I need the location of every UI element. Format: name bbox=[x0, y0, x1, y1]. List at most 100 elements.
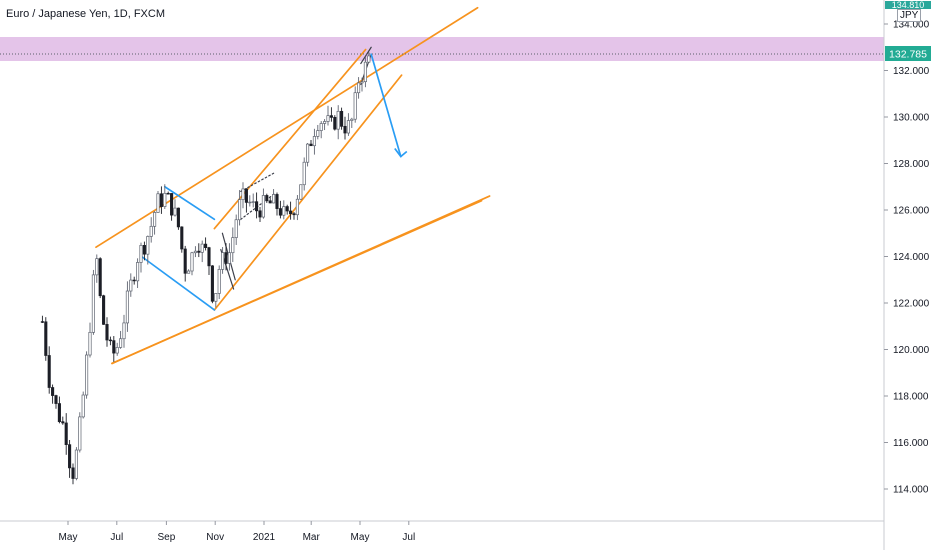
candle-body bbox=[306, 143, 310, 163]
candle-body bbox=[268, 200, 272, 204]
candle-body bbox=[353, 92, 357, 120]
candle-body bbox=[360, 81, 364, 84]
candle-body bbox=[197, 250, 201, 253]
candle-body bbox=[367, 55, 371, 63]
candle-body bbox=[139, 245, 143, 263]
candle-body bbox=[346, 120, 350, 134]
upper-channel-line bbox=[95, 6, 479, 249]
candle-body bbox=[299, 184, 303, 200]
y-tick-label: 130.000 bbox=[893, 113, 930, 124]
candle-body bbox=[333, 117, 337, 130]
x-tick-label: May bbox=[59, 532, 78, 543]
candle-body bbox=[261, 195, 265, 218]
candle-body bbox=[309, 143, 313, 147]
x-tick-label: Jul bbox=[402, 532, 415, 543]
candle-body bbox=[44, 321, 48, 356]
x-axis-ticks: May Jul Sep Nov 2021 Mar May Jul bbox=[59, 521, 415, 543]
candle-body bbox=[187, 270, 191, 274]
x-tick-label: 2021 bbox=[253, 532, 276, 543]
top-price-badge bbox=[885, 1, 931, 9]
candle-body bbox=[57, 403, 61, 423]
candle-body bbox=[163, 192, 167, 207]
x-tick-label: Sep bbox=[158, 532, 176, 543]
x-tick-label: May bbox=[351, 532, 370, 543]
candle-body bbox=[272, 194, 276, 204]
y-tick-label: 134.000 bbox=[893, 20, 930, 31]
candle-body bbox=[316, 130, 320, 137]
candle-body bbox=[183, 248, 187, 274]
y-axis-ticks: 114.000 116.000 118.000 120.000 122.000 124.0… bbox=[884, 20, 930, 496]
candle-body bbox=[295, 198, 299, 216]
candle-body bbox=[40, 321, 44, 323]
candle-body bbox=[214, 293, 218, 302]
candle-body bbox=[122, 322, 126, 340]
candle-body bbox=[132, 279, 136, 282]
candle-body bbox=[78, 416, 82, 451]
candle-body bbox=[142, 245, 146, 255]
candle-body bbox=[51, 387, 55, 396]
resistance-zone bbox=[0, 37, 884, 61]
candle-body bbox=[81, 394, 85, 418]
forecast-arrow-line bbox=[370, 53, 402, 158]
candle-body bbox=[336, 110, 340, 130]
y-tick-label: 126.000 bbox=[893, 206, 930, 217]
candle-body bbox=[85, 354, 89, 396]
candle-body bbox=[95, 258, 99, 276]
candle-body bbox=[248, 201, 252, 204]
candle-body bbox=[71, 467, 75, 479]
pennant-upper-line bbox=[360, 46, 372, 65]
y-tick-label: 124.000 bbox=[893, 252, 930, 263]
x-tick-label: Nov bbox=[206, 532, 224, 543]
candle-body bbox=[289, 210, 293, 215]
candle-body bbox=[156, 193, 160, 213]
candle-body bbox=[234, 219, 238, 238]
candle-body bbox=[357, 82, 361, 94]
lower-support-line-extended bbox=[111, 195, 491, 365]
candle-body bbox=[326, 115, 330, 122]
candle-body bbox=[91, 274, 95, 333]
candle-body bbox=[210, 265, 214, 302]
candle-body bbox=[258, 210, 262, 218]
y-tick-label: 120.000 bbox=[893, 345, 930, 356]
candle-body bbox=[166, 192, 170, 195]
candle-body bbox=[207, 247, 211, 267]
candle-body bbox=[265, 195, 269, 202]
candle-body bbox=[108, 339, 112, 342]
candle-body bbox=[149, 225, 153, 237]
candle-body bbox=[88, 331, 92, 356]
candle-body bbox=[112, 340, 116, 354]
x-tick-label: Jul bbox=[110, 532, 123, 543]
candle-body bbox=[68, 444, 72, 469]
candle-body bbox=[278, 208, 282, 216]
candle-body bbox=[231, 237, 235, 254]
dotted-channel-upper bbox=[240, 172, 275, 192]
candle-body bbox=[119, 338, 123, 348]
candle-body bbox=[98, 258, 102, 297]
last-price-badge bbox=[885, 46, 931, 61]
candle-body bbox=[244, 188, 248, 203]
candle-body bbox=[105, 324, 109, 341]
candle-body bbox=[312, 136, 316, 147]
candle-body bbox=[129, 279, 133, 292]
candle-body bbox=[193, 250, 197, 254]
candle-body bbox=[200, 243, 204, 253]
candle-body bbox=[47, 355, 51, 388]
candle-body bbox=[176, 207, 180, 228]
candle-body bbox=[190, 252, 194, 272]
chart-title: Euro / Japanese Yen, 1D, FXCM bbox=[6, 8, 165, 20]
candle-body bbox=[238, 199, 242, 221]
candle-body bbox=[159, 193, 163, 207]
candle-body bbox=[54, 395, 58, 404]
candle-body bbox=[170, 193, 174, 216]
candle-body bbox=[102, 295, 106, 325]
candle-body bbox=[217, 269, 221, 294]
candle-body bbox=[285, 206, 289, 212]
y-tick-label: 122.000 bbox=[893, 299, 930, 310]
last-price-label: 132.785 bbox=[889, 49, 927, 61]
y-tick-label: 116.000 bbox=[893, 438, 929, 449]
y-tick-label: 118.000 bbox=[893, 392, 929, 403]
candle-body bbox=[241, 188, 245, 200]
candle-body bbox=[255, 201, 259, 212]
